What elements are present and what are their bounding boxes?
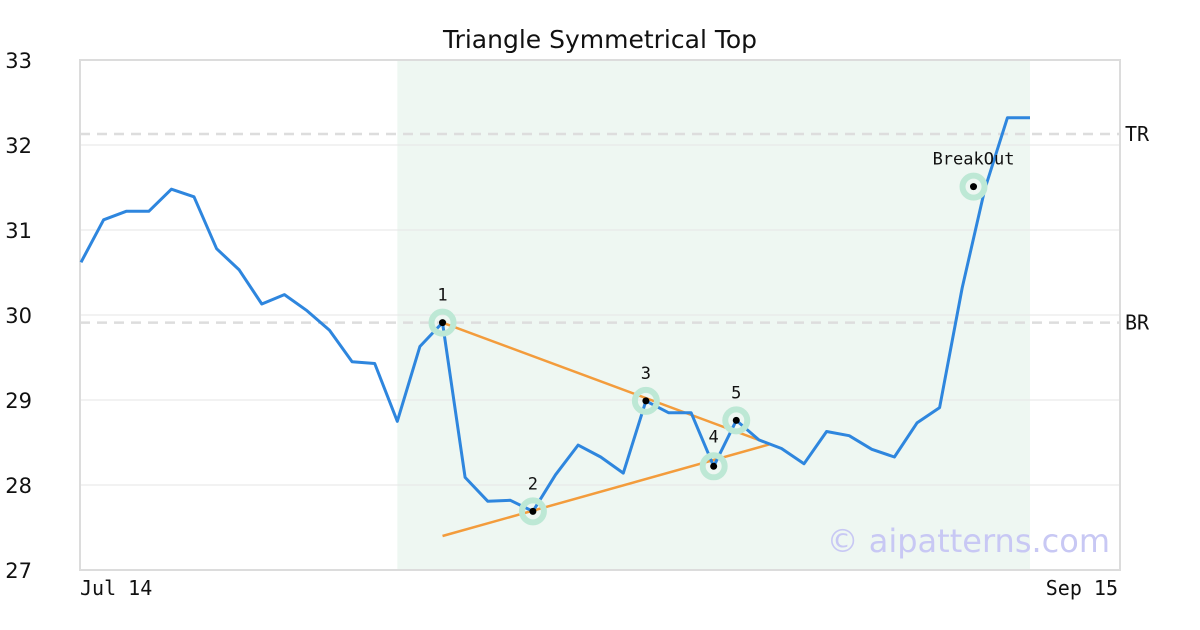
y-tick-label: 33 <box>5 49 32 73</box>
point-halo-3 <box>631 386 660 415</box>
point-dot-4 <box>710 462 718 470</box>
pattern-points: 1 2 3 4 5 BreakOut <box>428 150 1015 526</box>
point-dot-breakout <box>970 183 978 191</box>
point-label-4: 4 <box>709 427 719 447</box>
y-tick-label: 32 <box>5 134 32 158</box>
point-dot-1 <box>439 319 447 327</box>
reference-label-br: BR <box>1125 311 1150 335</box>
point-halo-breakout <box>959 172 988 201</box>
x-tick-end: Sep 15 <box>1046 576 1118 600</box>
trendline-1 <box>442 321 771 446</box>
point-dot-2 <box>529 507 537 515</box>
point-halo-1 <box>428 308 457 337</box>
horizontal-gridlines <box>80 144 1120 486</box>
plot-frame <box>79 59 1121 571</box>
y-tick-label: 29 <box>5 389 32 413</box>
y-tick-label: 30 <box>5 304 32 328</box>
point-label-breakout: BreakOut <box>933 150 1015 170</box>
point-dot-5 <box>732 416 740 424</box>
point-halo-4 <box>699 452 728 481</box>
y-tick-label: 31 <box>5 219 32 243</box>
chart-title: Triangle Symmetrical Top <box>442 25 757 54</box>
y-tick-label: 28 <box>5 474 32 498</box>
point-halo-5 <box>722 406 751 435</box>
point-label-2: 2 <box>528 474 538 494</box>
reference-label-tr: TR <box>1125 122 1150 146</box>
y-tick-label: 27 <box>5 559 32 583</box>
point-halo-2 <box>518 497 547 526</box>
point-label-1: 1 <box>437 286 447 306</box>
reference-lines: TR BR <box>80 122 1150 335</box>
price-line <box>79 116 1030 513</box>
y-axis-ticks: 27 28 29 30 31 32 33 <box>5 49 32 583</box>
x-tick-start: Jul 14 <box>80 576 152 600</box>
point-label-3: 3 <box>641 364 651 384</box>
watermark: © aipatterns.com <box>827 522 1110 560</box>
point-dot-3 <box>642 397 650 405</box>
point-label-5: 5 <box>731 383 741 403</box>
